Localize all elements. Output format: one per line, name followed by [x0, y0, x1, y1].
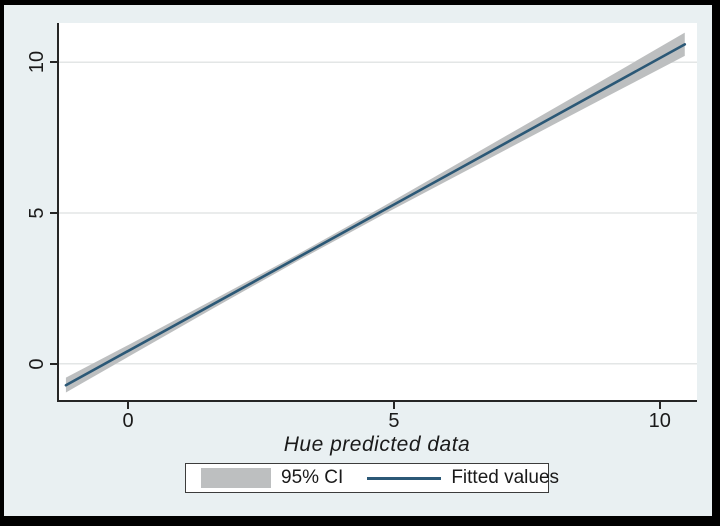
ci-band-area	[65, 32, 685, 393]
y-tick-label: 10	[26, 51, 48, 74]
legend-label-fitted: Fitted values	[451, 467, 560, 488]
ci-band-swatch-icon	[201, 468, 271, 488]
x-tick-mark	[392, 402, 395, 409]
y-tick-mark	[50, 61, 57, 64]
x-tick-mark	[127, 402, 130, 409]
legend-label-ci: 95% CI	[281, 467, 344, 488]
x-axis-title: Hue predicted data	[283, 433, 471, 456]
fitted-line	[64, 43, 687, 387]
y-tick-label: 0	[26, 358, 48, 370]
y-tick-mark	[50, 212, 57, 214]
plot-canvas	[59, 32, 697, 393]
x-tick-label: 0	[122, 410, 134, 432]
x-tick-mark	[658, 402, 661, 409]
x-tick-label: 10	[648, 410, 671, 432]
x-tick-label: 5	[388, 410, 400, 432]
y-tick-mark	[50, 362, 57, 365]
y-tick-label: 5	[26, 207, 48, 219]
plot-area	[57, 23, 697, 402]
fitted-line-swatch-icon	[367, 476, 442, 480]
legend: 95% CI Fitted values	[185, 463, 559, 493]
